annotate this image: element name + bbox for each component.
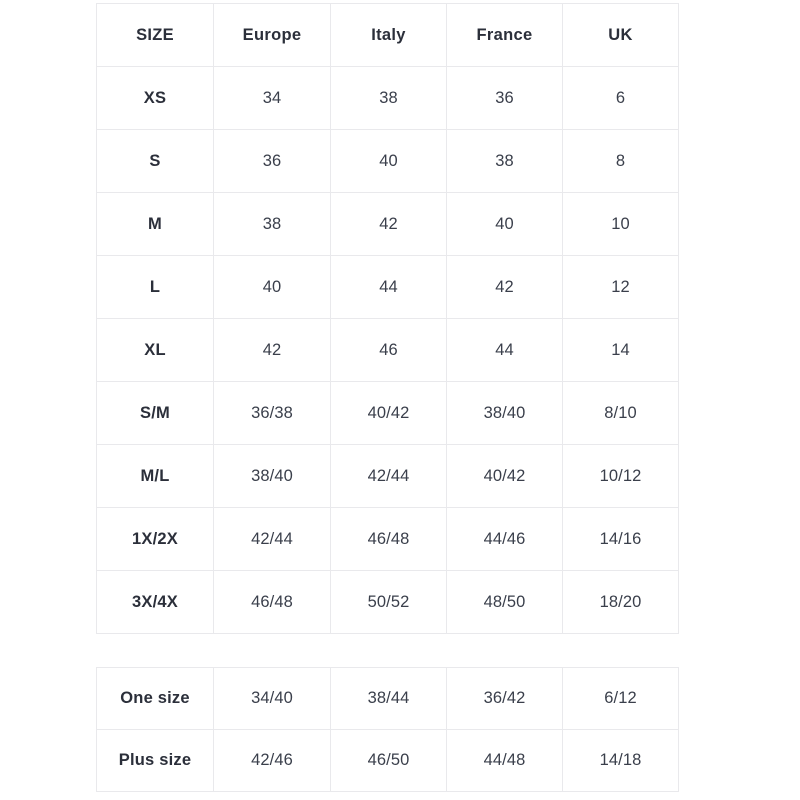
cell-italy: 50/52 (330, 570, 447, 634)
cell-italy: 40 (330, 129, 447, 193)
column-header-europe: Europe (213, 3, 331, 67)
cell-uk: 8/10 (562, 381, 679, 445)
secondary-table-wrapper: One size 34/40 38/44 36/42 6/12 Plus siz… (96, 667, 679, 792)
cell-europe: 36/38 (213, 381, 331, 445)
cell-uk: 14/16 (562, 507, 679, 571)
cell-italy: 44 (330, 255, 447, 319)
cell-size: XS (96, 66, 214, 130)
cell-europe: 46/48 (213, 570, 331, 634)
table-row: XS 34 38 36 6 (96, 66, 679, 130)
cell-size: S/M (96, 381, 214, 445)
table-row: Plus size 42/46 46/50 44/48 14/18 (96, 729, 679, 792)
cell-france: 38/40 (446, 381, 563, 445)
cell-uk: 10 (562, 192, 679, 256)
cell-france: 40/42 (446, 444, 563, 508)
cell-uk: 6 (562, 66, 679, 130)
cell-europe: 42 (213, 318, 331, 382)
cell-france: 44 (446, 318, 563, 382)
table-row: XL 42 46 44 14 (96, 318, 679, 382)
cell-size: One size (96, 667, 214, 730)
column-header-size: SIZE (96, 3, 214, 67)
table-row: 3X/4X 46/48 50/52 48/50 18/20 (96, 570, 679, 634)
cell-italy: 38 (330, 66, 447, 130)
cell-europe: 34/40 (213, 667, 331, 730)
cell-france: 38 (446, 129, 563, 193)
cell-france: 44/46 (446, 507, 563, 571)
main-table-wrapper: SIZE Europe Italy France UK XS 34 38 36 … (96, 3, 679, 634)
table-row: One size 34/40 38/44 36/42 6/12 (96, 667, 679, 730)
cell-uk: 8 (562, 129, 679, 193)
cell-italy: 46/48 (330, 507, 447, 571)
cell-uk: 14/18 (562, 729, 679, 792)
cell-france: 36/42 (446, 667, 563, 730)
cell-italy: 40/42 (330, 381, 447, 445)
cell-size: M/L (96, 444, 214, 508)
cell-italy: 42 (330, 192, 447, 256)
cell-size: M (96, 192, 214, 256)
cell-uk: 12 (562, 255, 679, 319)
cell-europe: 38 (213, 192, 331, 256)
cell-italy: 46 (330, 318, 447, 382)
table-row: M 38 42 40 10 (96, 192, 679, 256)
table-row: S/M 36/38 40/42 38/40 8/10 (96, 381, 679, 445)
table-row: 1X/2X 42/44 46/48 44/46 14/16 (96, 507, 679, 571)
table-body: XS 34 38 36 6 S 36 40 38 8 M 38 42 (96, 66, 679, 634)
column-header-france: France (446, 3, 563, 67)
size-conversion-table: SIZE Europe Italy France UK XS 34 38 36 … (96, 3, 679, 634)
one-size-plus-size-table: One size 34/40 38/44 36/42 6/12 Plus siz… (96, 667, 679, 792)
cell-italy: 38/44 (330, 667, 447, 730)
table-row: S 36 40 38 8 (96, 129, 679, 193)
cell-uk: 18/20 (562, 570, 679, 634)
cell-size: 1X/2X (96, 507, 214, 571)
cell-italy: 46/50 (330, 729, 447, 792)
cell-europe: 34 (213, 66, 331, 130)
cell-europe: 40 (213, 255, 331, 319)
column-header-uk: UK (562, 3, 679, 67)
cell-uk: 6/12 (562, 667, 679, 730)
table-row: L 40 44 42 12 (96, 255, 679, 319)
cell-france: 48/50 (446, 570, 563, 634)
cell-size: L (96, 255, 214, 319)
cell-europe: 42/46 (213, 729, 331, 792)
table-body: One size 34/40 38/44 36/42 6/12 Plus siz… (96, 667, 679, 792)
cell-france: 44/48 (446, 729, 563, 792)
table-header: SIZE Europe Italy France UK (96, 3, 679, 67)
cell-france: 36 (446, 66, 563, 130)
cell-size: S (96, 129, 214, 193)
cell-europe: 38/40 (213, 444, 331, 508)
header-row: SIZE Europe Italy France UK (96, 3, 679, 67)
cell-uk: 10/12 (562, 444, 679, 508)
column-header-italy: Italy (330, 3, 447, 67)
cell-size: Plus size (96, 729, 214, 792)
cell-size: 3X/4X (96, 570, 214, 634)
cell-europe: 42/44 (213, 507, 331, 571)
table-row: M/L 38/40 42/44 40/42 10/12 (96, 444, 679, 508)
cell-italy: 42/44 (330, 444, 447, 508)
cell-france: 40 (446, 192, 563, 256)
cell-uk: 14 (562, 318, 679, 382)
cell-europe: 36 (213, 129, 331, 193)
cell-france: 42 (446, 255, 563, 319)
cell-size: XL (96, 318, 214, 382)
